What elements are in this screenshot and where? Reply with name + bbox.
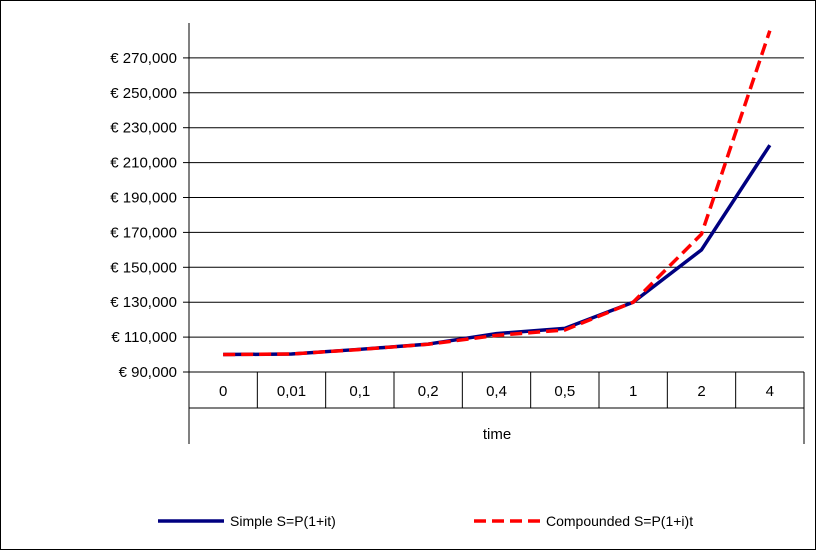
x-tick-label: 2: [697, 383, 705, 400]
y-axis-tick-labels: € 90,000 € 110,000 € 130,000 € 150,000 € 170…: [110, 50, 177, 381]
y-tick-label: € 110,000: [111, 329, 177, 346]
x-tick-label: 0,2: [418, 383, 439, 400]
x-tick-label: 0: [219, 383, 227, 400]
y-tick-label: € 210,000: [110, 155, 177, 172]
x-tick-label: 0,4: [486, 383, 507, 400]
legend-label: Compounded S=P(1+i)t: [546, 513, 693, 529]
x-tick-label: 4: [766, 383, 774, 400]
y-tick-label: € 230,000: [110, 120, 177, 137]
y-tick-label: € 130,000: [110, 294, 177, 311]
y-tick-label: € 270,000: [110, 50, 177, 67]
y-tick-label: € 250,000: [110, 85, 177, 102]
y-tick-label: € 150,000: [110, 259, 177, 276]
y-tick-label: € 170,000: [110, 224, 177, 241]
gridlines: [183, 23, 804, 444]
x-tick-label: 0,1: [349, 383, 370, 400]
series-lines: [223, 30, 772, 357]
legend-label: Simple S=P(1+it): [230, 513, 336, 529]
x-tick-label: 0,01: [277, 383, 306, 400]
x-axis-label: time: [483, 426, 511, 443]
x-axis: 0 0,01 0,1 0,2 0,4 0,5 1 2 4: [188, 371, 805, 444]
x-tick-label: 0,5: [554, 383, 575, 400]
legend: Simple S=P(1+it) Compounded S=P(1+i)t: [158, 513, 693, 529]
series-line-compounded: [223, 30, 772, 357]
y-tick-label: € 90,000: [119, 364, 177, 381]
y-tick-label: € 190,000: [110, 190, 177, 207]
x-tick-label: 1: [629, 383, 637, 400]
